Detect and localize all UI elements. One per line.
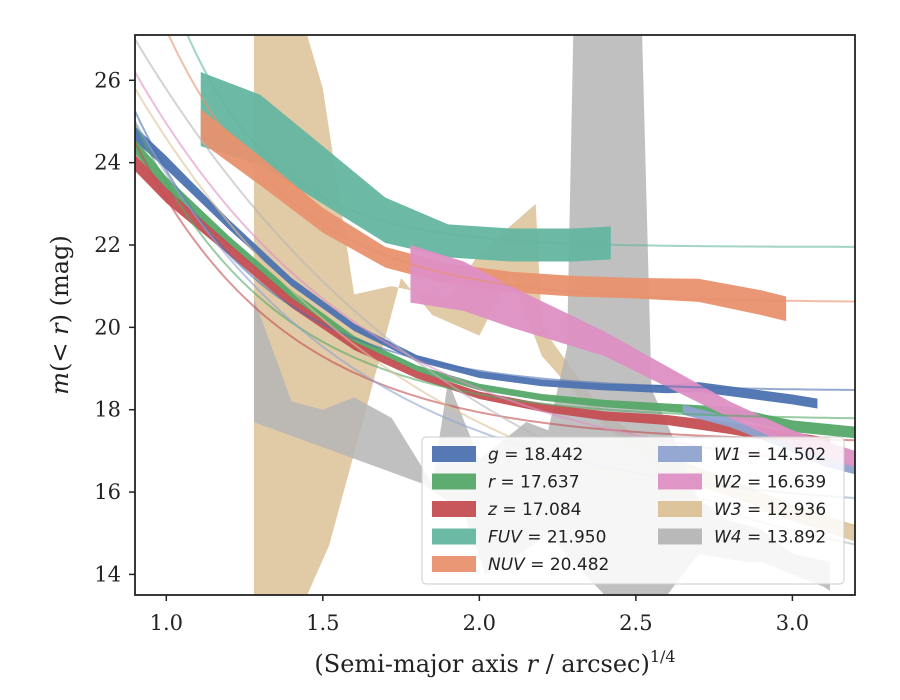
y-tick-label: 26 — [94, 68, 121, 92]
data-bands — [135, 35, 855, 595]
x-tick-label: 3.0 — [776, 611, 809, 635]
legend-swatch-z — [432, 501, 476, 517]
legend-box — [421, 436, 845, 585]
y-axis-title: m(< r) (mag) — [46, 235, 74, 395]
band-W2 — [410, 245, 855, 468]
model-r — [135, 123, 855, 420]
legend-label-W1: W1 = 14.502 — [714, 445, 826, 465]
legend-label-W4: W4 = 13.892 — [714, 528, 826, 548]
y-tick-label: 20 — [94, 315, 121, 339]
x-axis-title: (Semi-major axis r / arcsec)1/4 — [314, 647, 675, 678]
y-tick-label: 18 — [94, 398, 121, 422]
model-NUV — [167, 35, 855, 303]
x-tick-label: 2.5 — [619, 611, 652, 635]
x-tick-label: 1.5 — [306, 611, 339, 635]
x-tick-label: 2.0 — [463, 611, 496, 635]
band-W3 — [253, 35, 855, 595]
legend-swatch-W3 — [658, 501, 702, 517]
legend-swatch-W2 — [658, 473, 702, 490]
legend-swatch-r — [432, 473, 476, 490]
model-g — [135, 110, 855, 391]
y-tick-label: 14 — [94, 562, 121, 586]
model-FUV — [186, 35, 855, 248]
y-tick-label: 24 — [94, 151, 121, 175]
legend-swatch-W4 — [658, 528, 702, 545]
y-tick-label: 22 — [94, 233, 121, 257]
legend-label-FUV: FUV = 21.950 — [488, 528, 606, 548]
axes — [129, 34, 856, 601]
legend-label-r: r = 17.637 — [488, 473, 580, 493]
band-W4 — [253, 35, 830, 595]
legend: g = 18.442 r = 17.637 z = 17.084 FUV = 21.9… — [421, 436, 845, 585]
legend-swatch-W1 — [658, 446, 702, 462]
legend-swatch-NUV — [432, 556, 476, 572]
legend-label-NUV: NUV = 20.482 — [488, 555, 609, 575]
legend-swatch-g — [432, 446, 476, 462]
legend-label-z: z = 17.084 — [487, 500, 581, 520]
tick-labels: 1.0 1.5 2.0 2.5 3.0 14 16 18 20 22 24 26 — [94, 68, 809, 635]
band-g — [135, 126, 818, 409]
x-tick-label: 1.0 — [150, 611, 183, 635]
legend-label-W2: W2 = 16.639 — [714, 473, 826, 493]
y-tick-label: 16 — [94, 480, 121, 504]
legend-swatch-FUV — [432, 528, 476, 545]
legend-label-g: g = 18.442 — [488, 445, 583, 465]
plot-frame — [134, 34, 856, 596]
legend-label-W3: W3 = 12.936 — [714, 500, 826, 520]
